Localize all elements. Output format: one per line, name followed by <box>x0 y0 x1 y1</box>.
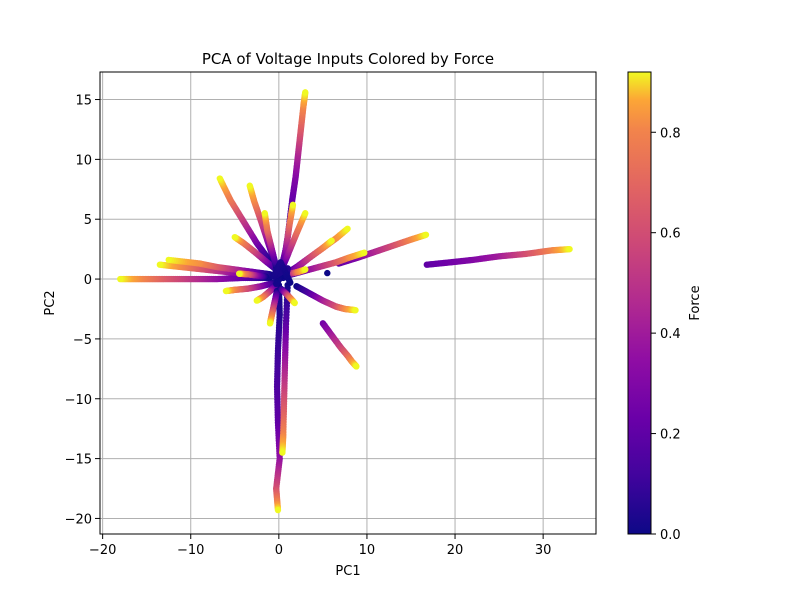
data-point <box>302 210 309 217</box>
x-tick-label: −10 <box>177 543 204 558</box>
y-axis-ticks: −20 −15 −10 −5 0 5 10 15 <box>65 94 100 527</box>
data-point <box>302 266 309 273</box>
data-point <box>222 287 230 295</box>
colorbar-ticks: 0.0 0.2 0.4 0.6 0.8 <box>651 126 681 543</box>
chart-title: PCA of Voltage Inputs Colored by Force <box>202 50 494 68</box>
colorbar-tick-label: 0.2 <box>660 428 681 443</box>
data-point <box>165 256 172 264</box>
data-point <box>266 320 274 327</box>
data-point <box>344 225 351 232</box>
x-tick-label: 0 <box>275 543 283 558</box>
data-point <box>156 261 164 268</box>
y-tick-label: −20 <box>65 512 92 527</box>
y-tick-label: 10 <box>75 153 92 168</box>
data-point <box>261 210 268 217</box>
colorbar-tick-label: 0.6 <box>660 227 681 242</box>
colorbar-label: Force <box>688 285 703 320</box>
y-tick-label: 15 <box>75 94 92 109</box>
data-point <box>216 175 224 182</box>
data-point <box>289 201 297 209</box>
data-point <box>352 306 359 314</box>
data-point <box>328 237 335 244</box>
grid-lines <box>100 72 596 534</box>
data-point <box>279 449 286 456</box>
data-point <box>253 297 261 304</box>
x-tick-label: 20 <box>447 543 464 558</box>
x-tick-label: −20 <box>89 543 116 558</box>
data-point <box>302 89 309 96</box>
data-point <box>324 269 331 277</box>
x-axis-ticks: −20 −10 0 10 20 30 <box>89 534 551 558</box>
data-point <box>422 231 430 238</box>
x-axis-label: PC1 <box>335 564 360 579</box>
colorbar-tick-label: 0.0 <box>660 528 681 543</box>
scatter-points <box>117 89 573 514</box>
plot-frame <box>99 71 597 535</box>
data-point <box>287 279 294 286</box>
y-tick-label: 5 <box>84 213 92 228</box>
x-tick-label: 30 <box>535 543 552 558</box>
y-tick-label: −5 <box>73 333 92 348</box>
data-point <box>291 299 298 307</box>
colorbar-tick-label: 0.8 <box>660 126 681 141</box>
data-point <box>353 363 360 370</box>
data-point <box>117 275 124 283</box>
data-point <box>231 233 238 241</box>
y-tick-label: 0 <box>84 273 92 288</box>
data-point <box>274 506 282 514</box>
colorbar-tick-label: 0.4 <box>660 327 681 342</box>
data-point <box>235 270 243 277</box>
y-tick-label: −15 <box>65 453 92 468</box>
data-point <box>566 245 573 253</box>
data-point <box>361 249 368 256</box>
x-tick-label: 10 <box>359 543 376 558</box>
y-tick-label: −10 <box>65 393 92 408</box>
colorbar <box>627 71 652 535</box>
data-point <box>246 182 253 189</box>
y-axis-label: PC2 <box>43 290 58 315</box>
